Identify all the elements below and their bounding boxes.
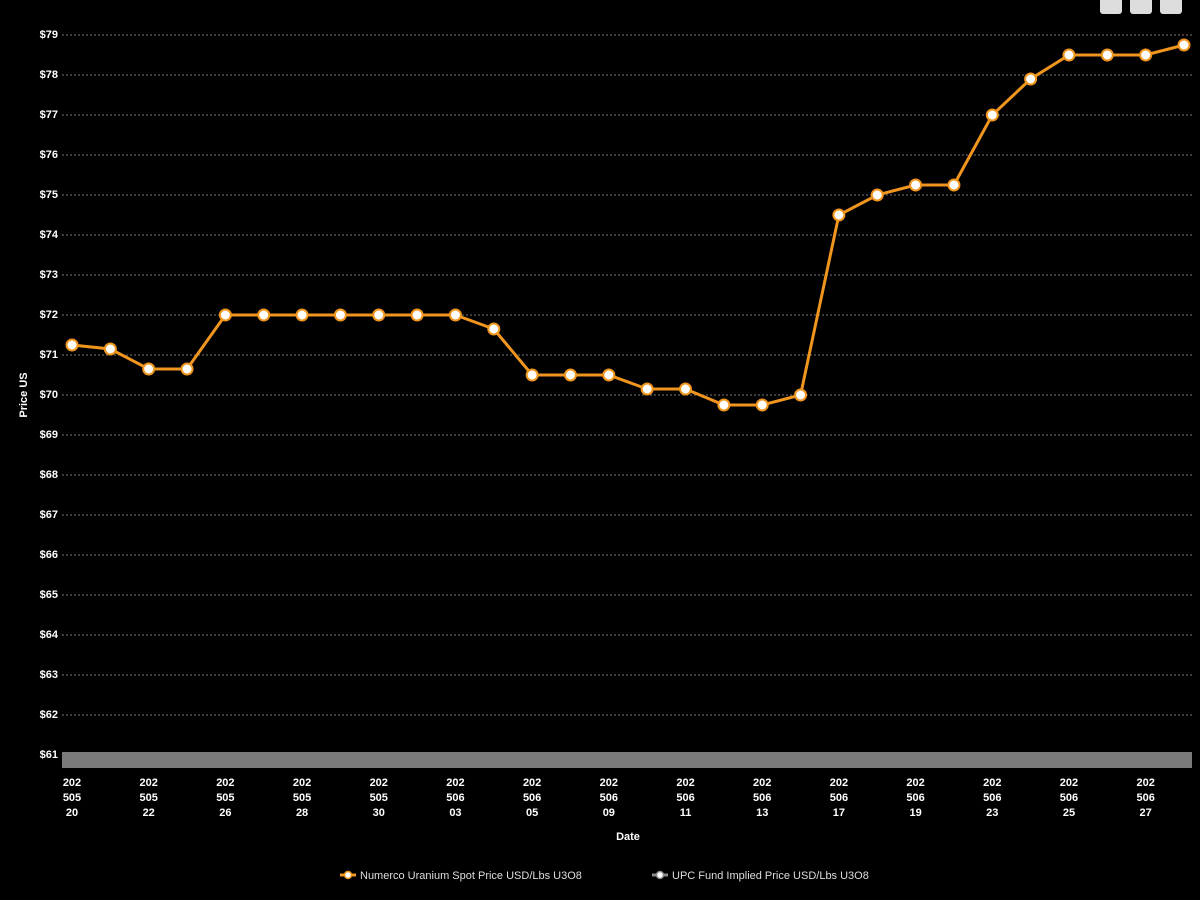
range-bar (62, 752, 1192, 768)
y-tick-label: $71 (40, 349, 58, 361)
x-tick-label: 20250530 (369, 777, 388, 819)
x-axis-label: Date (616, 831, 640, 843)
y-tick-label: $75 (40, 189, 58, 201)
y-axis-label: Price US (18, 372, 30, 417)
data-point (257, 308, 271, 322)
data-point (794, 388, 808, 402)
x-tick-label: 20250526 (216, 777, 235, 819)
pan-button[interactable] (1160, 0, 1182, 14)
data-point (602, 368, 616, 382)
data-point (1139, 48, 1153, 62)
data-point (1100, 48, 1114, 62)
y-tick-label: $67 (40, 509, 58, 521)
legend-label: Numerco Uranium Spot Price USD/Lbs U3O8 (360, 870, 582, 882)
data-point (487, 322, 501, 336)
y-tick-label: $77 (40, 109, 58, 121)
y-tick-label: $62 (40, 709, 58, 721)
data-point (295, 308, 309, 322)
data-point (755, 398, 769, 412)
x-tick-label: 20250603 (446, 777, 465, 819)
y-tick-label: $66 (40, 549, 58, 561)
data-point (180, 362, 194, 376)
x-tick-label: 20250613 (753, 777, 772, 819)
data-point (1024, 72, 1038, 86)
y-tick-label: $68 (40, 469, 58, 481)
data-point (65, 338, 79, 352)
x-tick-label: 20250625 (1059, 777, 1079, 819)
y-tick-label: $64 (40, 629, 59, 641)
data-point (947, 178, 961, 192)
x-tick-label: 20250520 (62, 777, 82, 819)
x-tick-label: 20250522 (139, 777, 158, 819)
x-tick-label: 20250611 (676, 777, 695, 819)
x-tick-label: 20250627 (1136, 777, 1155, 819)
data-point (679, 382, 693, 396)
reset-button[interactable] (1130, 0, 1152, 14)
x-tick-label: 20250623 (983, 777, 1002, 819)
data-point (448, 308, 462, 322)
y-tick-label: $61 (40, 749, 58, 761)
data-point (717, 398, 731, 412)
data-point (563, 368, 577, 382)
y-tick-label: $78 (40, 69, 58, 81)
data-point (870, 188, 884, 202)
data-point (142, 362, 156, 376)
legend-marker (343, 870, 353, 880)
x-tick-label: 20250609 (599, 777, 618, 819)
x-tick-label: 20250619 (906, 777, 925, 819)
legend-marker (655, 870, 665, 880)
data-point (640, 382, 654, 396)
data-point (832, 208, 846, 222)
y-tick-label: $74 (40, 229, 59, 241)
y-tick-label: $70 (40, 389, 58, 401)
data-point (103, 342, 117, 356)
data-point (1062, 48, 1076, 62)
y-tick-label: $73 (40, 269, 58, 281)
data-point (985, 108, 999, 122)
legend-item[interactable]: UPC Fund Implied Price USD/Lbs U3O8 (652, 870, 869, 882)
data-point (909, 178, 923, 192)
zoom-button[interactable] (1100, 0, 1122, 14)
data-point (333, 308, 347, 322)
y-tick-label: $65 (40, 589, 58, 601)
data-point (372, 308, 386, 322)
legend-item[interactable]: Numerco Uranium Spot Price USD/Lbs U3O8 (340, 870, 582, 882)
y-tick-label: $76 (40, 149, 58, 161)
series-line (71, 43, 1185, 407)
x-tick-label: 20250605 (522, 777, 542, 819)
data-point (1177, 38, 1191, 52)
legend-label: UPC Fund Implied Price USD/Lbs U3O8 (672, 870, 869, 882)
x-tick-label: 20250528 (292, 777, 312, 819)
y-tick-label: $69 (40, 429, 58, 441)
data-point (218, 308, 232, 322)
data-point (525, 368, 539, 382)
data-point (410, 308, 424, 322)
y-tick-label: $72 (40, 309, 58, 321)
x-tick-label: 20250617 (829, 777, 849, 819)
y-tick-label: $79 (40, 29, 58, 41)
y-tick-label: $63 (40, 669, 58, 681)
